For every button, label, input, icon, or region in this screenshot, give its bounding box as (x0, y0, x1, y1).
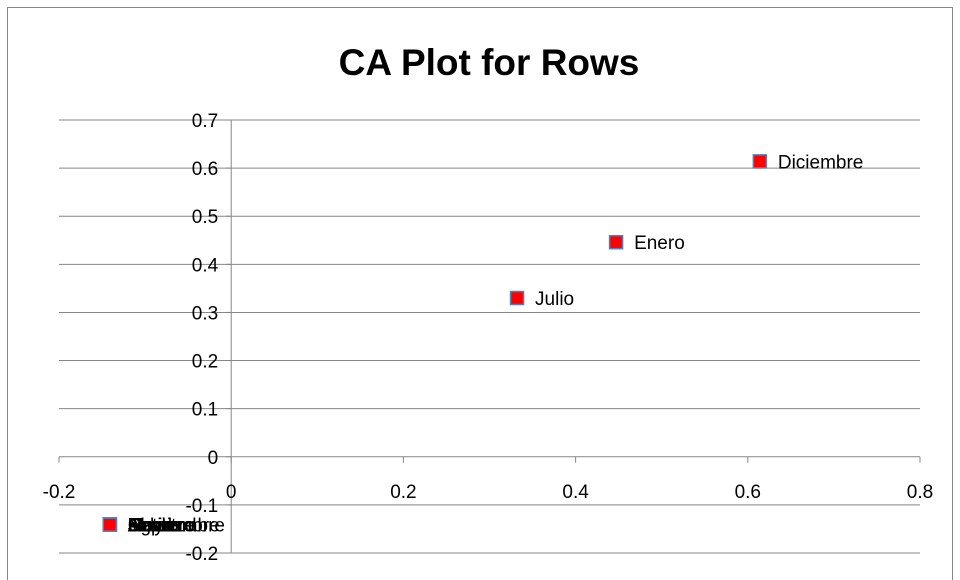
data-point-label-0: Diciembre (778, 152, 864, 173)
y-tick-label-8: 0.6 (192, 159, 218, 180)
y-tick-label-3: 0.1 (192, 400, 218, 421)
chart-title: CA Plot for Rows (339, 42, 640, 83)
x-tick-label-3: 0.4 (562, 482, 589, 503)
data-point-1 (608, 234, 624, 250)
x-tick-label-4: 0.6 (735, 482, 761, 503)
chart-frame (7, 7, 953, 580)
data-point-2 (509, 290, 525, 306)
y-tick-label-7: 0.5 (192, 207, 218, 228)
data-point-label-6: Mayo (128, 516, 174, 537)
y-tick-label-1: -0.1 (185, 496, 218, 517)
x-tick-label-2: 0.2 (390, 482, 416, 503)
y-tick-label-0: -0.2 (185, 544, 218, 565)
y-tick-label-6: 0.4 (192, 255, 219, 276)
x-tick-label-1: 0 (226, 482, 237, 503)
data-point-label-3: Febrero (128, 516, 195, 537)
y-tick-label-2: 0 (208, 448, 219, 469)
data-point-0 (752, 154, 768, 169)
data-point-11 (102, 517, 118, 532)
axes (58, 119, 921, 554)
y-tick-label-9: 0.7 (192, 111, 218, 132)
tick-labels: -0.2 -0.1 0 0.1 0.2 0.3 0.4 0.5 0.6 0.7 -0.2 0 0.2 0.… (43, 111, 934, 565)
gridlines (59, 119, 920, 554)
data-points: Diciembre Enero Julio FebreroMarzoAbrilMayo… (102, 152, 864, 537)
data-point-label-11: Noviembre (128, 516, 220, 537)
data-point-label-2: Julio (535, 289, 574, 310)
data-point-label-10: Octubre (128, 516, 196, 537)
y-tick-label-4: 0.2 (192, 352, 218, 373)
x-tick-label-5: 0.8 (907, 482, 933, 503)
x-tick-label-0: -0.2 (43, 482, 76, 503)
data-point-label-1: Enero (634, 233, 685, 254)
data-point-label-8: Agosto (128, 516, 187, 537)
y-tick-label-5: 0.3 (192, 303, 218, 324)
data-point-label-5: Abril (128, 516, 166, 537)
data-point-label-9: Septiembre (128, 516, 225, 537)
data-point-label-4: Marzo (128, 516, 181, 537)
data-point-label-7: Junio (128, 516, 173, 537)
